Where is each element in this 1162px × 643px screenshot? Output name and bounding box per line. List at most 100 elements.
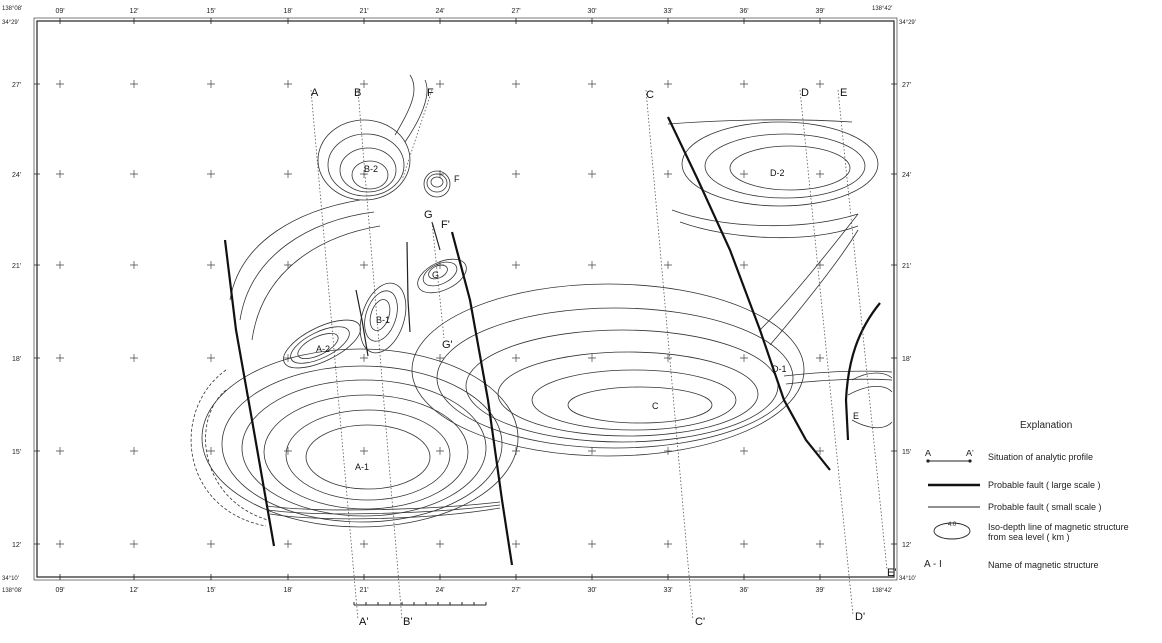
profile-label-d-end: D' <box>855 611 865 623</box>
map-outer-frame <box>33 17 898 581</box>
legend-row-fault-small: Probable fault ( small scale ) <box>924 500 1154 514</box>
contour-b1-3 <box>359 282 407 354</box>
legend-row-isodepth: 4.0 Iso-depth line of magnetic structure… <box>924 520 1154 546</box>
legend-text-profile: Situation of analytic profile <box>988 452 1094 462</box>
fault-east <box>667 116 831 471</box>
legend-profile-end-label: A' <box>966 450 974 458</box>
grid-cross-1-1 <box>130 170 138 178</box>
grid-cross-2-4 <box>207 447 215 455</box>
lat-label-left-0: 27' <box>12 82 21 89</box>
profile-label-g-end: G' <box>442 339 453 351</box>
grid-cross-9-1 <box>740 170 748 178</box>
lat-label-left-5: 12' <box>12 542 21 549</box>
lon-label-top-7: 30' <box>587 8 596 15</box>
legend-profile-start-label: A <box>925 450 931 458</box>
grid-cross-5-5 <box>436 540 444 548</box>
legend-symbol-fault-large <box>928 483 980 487</box>
contour-b2-tail-1 <box>394 74 415 136</box>
grid-cross-3-0 <box>284 80 292 88</box>
grid-cross-1-4 <box>130 447 138 455</box>
grid-cross-2-2 <box>207 261 215 269</box>
grid-cross-2-0 <box>207 80 215 88</box>
lon-label-top-5: 24' <box>435 8 444 15</box>
contour-g-3 <box>417 258 467 294</box>
contour-c-6 <box>411 283 805 457</box>
grid-cross-0-0 <box>56 80 64 88</box>
profile-label-d-start: D <box>801 87 809 99</box>
lat-label-right-0: 27' <box>902 82 911 89</box>
structure-label-b2: B-2 <box>364 164 378 174</box>
legend-title: Explanation <box>1020 420 1073 431</box>
lon-label-top-2: 15' <box>206 8 215 15</box>
fault-central <box>450 231 514 566</box>
lat-label-right-4: 15' <box>902 449 911 456</box>
contour-c-4 <box>465 329 779 443</box>
lon-label-top-6: 27' <box>511 8 520 15</box>
grid-cross-8-5 <box>664 540 672 548</box>
profile-line-d <box>799 89 854 616</box>
grid-cross-2-5 <box>207 540 215 548</box>
grid-cross-5-3 <box>436 354 444 362</box>
isodepth-contours <box>190 74 893 528</box>
contour-b2-4 <box>317 119 411 201</box>
fault-west <box>223 239 276 547</box>
lon-label-top-1: 12' <box>129 8 138 15</box>
structure-label-b1: B-1 <box>376 315 390 325</box>
grid-cross-8-2 <box>664 261 672 269</box>
contour-d2-3 <box>681 121 879 207</box>
grid-cross-7-0 <box>588 80 596 88</box>
grid-cross-3-5 <box>284 540 292 548</box>
grid-cross-10-5 <box>816 540 824 548</box>
contour-f-1 <box>430 176 444 188</box>
grid-cross-0-3 <box>56 354 64 362</box>
grid-cross-9-3 <box>740 354 748 362</box>
grid-cross-9-2 <box>740 261 748 269</box>
lat-label-right-2: 21' <box>902 263 911 270</box>
grid-cross-5-4 <box>436 447 444 455</box>
map-frame <box>36 20 895 578</box>
structure-label-d2: D-2 <box>770 168 785 178</box>
contour-b2-3 <box>327 133 405 197</box>
contour-f-3 <box>423 170 451 198</box>
profile-label-a-start: A <box>311 87 319 99</box>
contour-a1-top-1 <box>229 199 361 301</box>
profile-line-a <box>310 89 359 621</box>
corner-top-right-lat: 34°29' <box>899 20 916 26</box>
contour-e-link-1 <box>783 370 893 377</box>
lon-label-bottom-9: 36' <box>739 587 748 594</box>
profile-label-e-start: E <box>840 87 847 99</box>
contour-a1-base-1 <box>269 507 501 520</box>
contour-c-1 <box>567 386 713 424</box>
grid-cross-7-2 <box>588 261 596 269</box>
contour-c-3 <box>497 351 759 437</box>
fault-small-g <box>431 221 441 251</box>
legend-text-fault-small: Probable fault ( small scale ) <box>988 502 1102 512</box>
grid-cross-8-1 <box>664 170 672 178</box>
corner-top-left-lat: 34°29' <box>2 20 19 26</box>
lon-label-bottom-8: 33' <box>663 587 672 594</box>
probable-faults-large <box>223 116 881 566</box>
legend-symbol-fault-small <box>928 506 980 508</box>
structure-label-c: C <box>652 401 659 411</box>
grid-cross-4-1 <box>360 170 368 178</box>
corner-top-right-lon: 138°42' <box>872 6 892 12</box>
lon-label-top-0: 09' <box>55 8 64 15</box>
grid-cross-1-3 <box>130 354 138 362</box>
lon-label-bottom-7: 30' <box>587 587 596 594</box>
grid-cross-6-5 <box>512 540 520 548</box>
legend-isodepth-value: 4.0 <box>948 522 957 528</box>
grid-cross-3-4 <box>284 447 292 455</box>
contour-west-dashed-2 <box>190 369 267 527</box>
grid-cross-6-2 <box>512 261 520 269</box>
grid-cross-9-4 <box>740 447 748 455</box>
lon-label-bottom-3: 18' <box>283 587 292 594</box>
lat-label-right-3: 18' <box>902 356 911 363</box>
legend-row-fault-large: Probable fault ( large scale ) <box>924 478 1154 492</box>
lat-label-left-1: 24' <box>12 172 21 179</box>
probable-faults-small <box>355 221 441 357</box>
contour-e-3 <box>851 419 893 429</box>
grid-cross-5-0 <box>436 80 444 88</box>
contour-d2-lower-2 <box>679 221 859 239</box>
lon-label-top-8: 33' <box>663 8 672 15</box>
